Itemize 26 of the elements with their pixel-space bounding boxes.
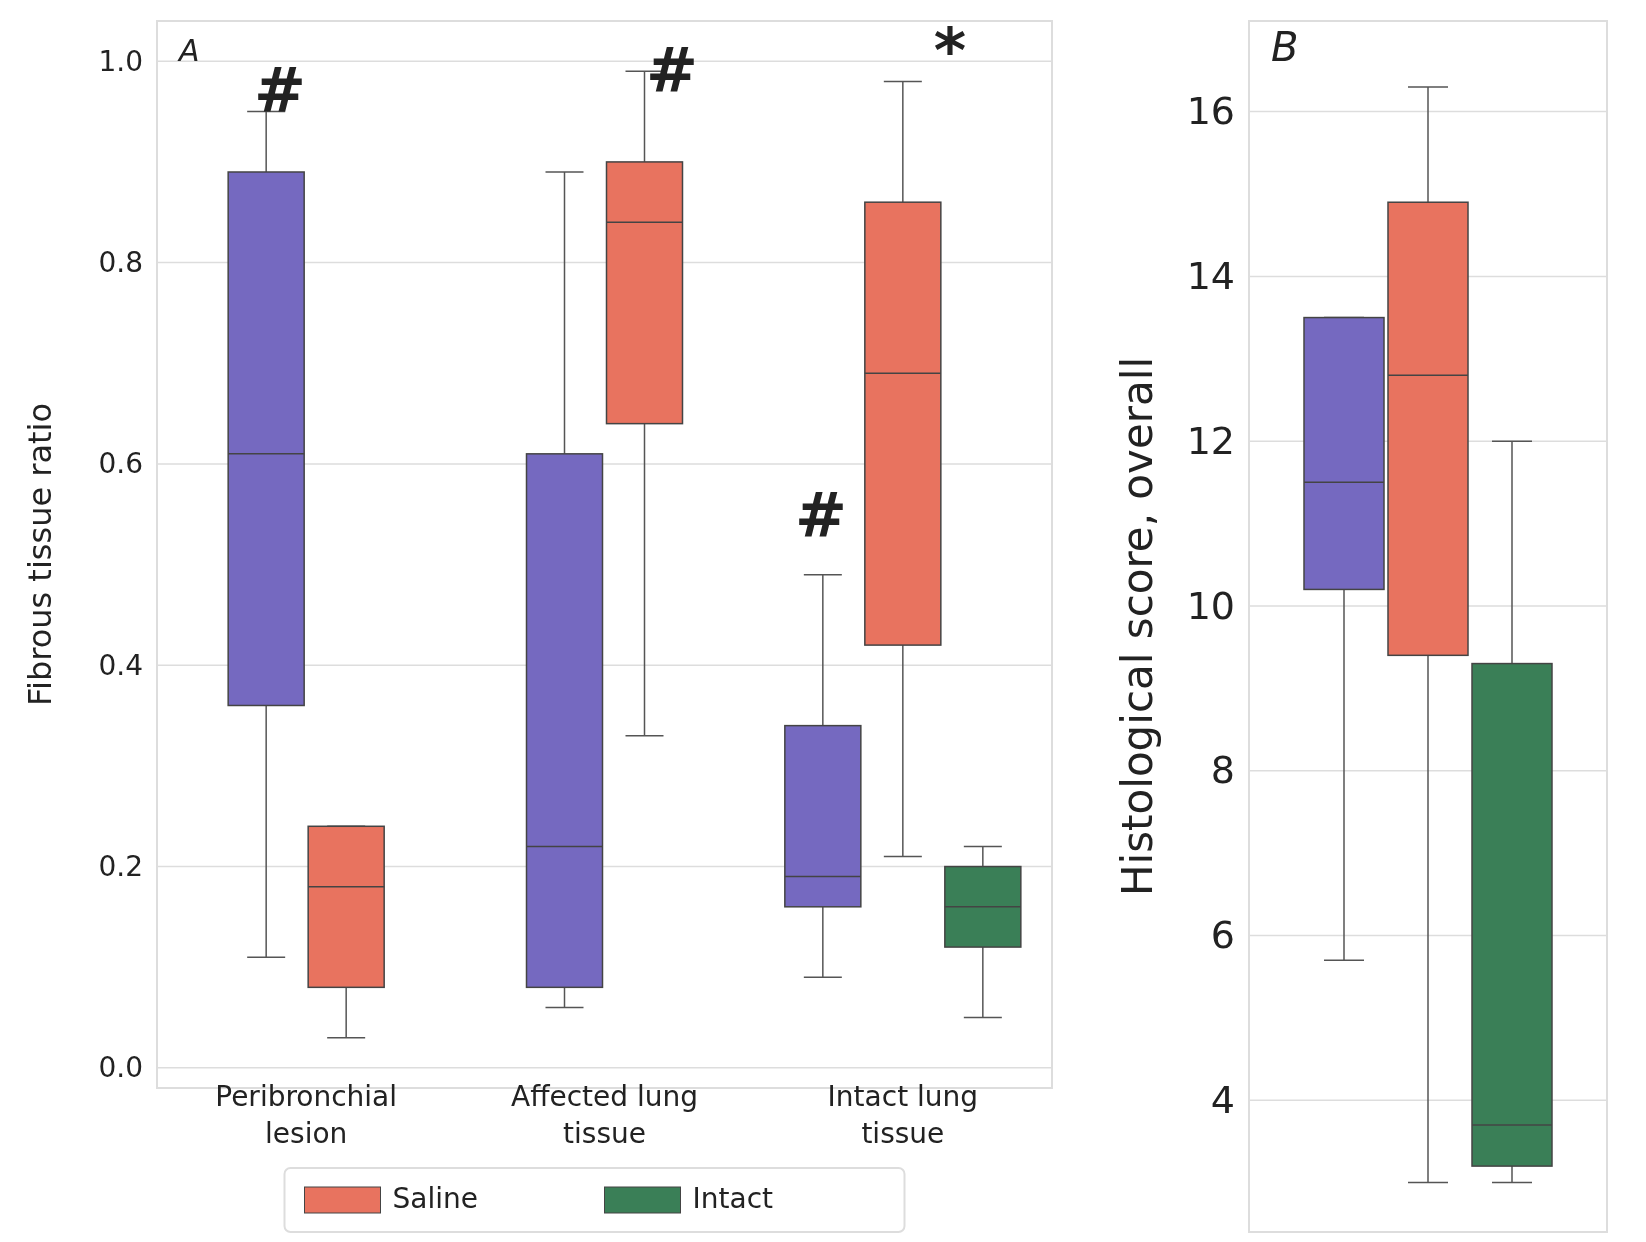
annotation: A bbox=[177, 33, 200, 68]
x-tick-label: Affected lung tissue bbox=[511, 1080, 698, 1150]
annotation: # bbox=[646, 34, 698, 108]
y-tick-label: 0.6 bbox=[98, 447, 143, 481]
y-tick-label: 8 bbox=[1210, 748, 1235, 793]
y-tick-label: 1.0 bbox=[98, 44, 143, 78]
y-tick-label: 10 bbox=[1186, 583, 1235, 628]
legend-label: Saline bbox=[392, 1182, 478, 1215]
annotation: # bbox=[795, 479, 847, 553]
y-tick-label: 12 bbox=[1186, 418, 1235, 463]
y-tick-label: 0.0 bbox=[98, 1051, 143, 1085]
annotation: B bbox=[1271, 24, 1299, 70]
y-tick-label: 4 bbox=[1210, 1077, 1235, 1122]
y-tick-label: 0.2 bbox=[98, 850, 143, 884]
y-axis-title: Fibrous tissue ratio bbox=[21, 402, 59, 707]
annotation: * bbox=[933, 14, 967, 88]
legend-label: Intact bbox=[692, 1182, 774, 1215]
x-tick-label: Intact lung tissue bbox=[827, 1080, 979, 1150]
y-axis-title: Histological score, overall bbox=[1112, 356, 1162, 897]
annotation: # bbox=[254, 54, 306, 128]
x-tick-label: Peribronchial lesion bbox=[215, 1080, 398, 1150]
y-tick-label: 6 bbox=[1210, 913, 1235, 958]
y-tick-label: 0.8 bbox=[98, 246, 143, 280]
y-tick-label: 14 bbox=[1186, 254, 1235, 299]
y-tick-label: 16 bbox=[1186, 89, 1235, 134]
y-tick-label: 0.4 bbox=[98, 648, 143, 682]
